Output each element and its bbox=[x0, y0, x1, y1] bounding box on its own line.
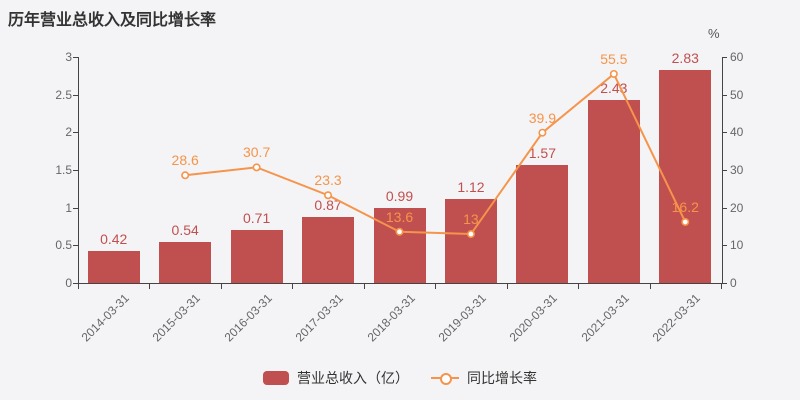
growth-point[interactable] bbox=[395, 227, 404, 236]
revenue-bar-label: 1.57 bbox=[528, 144, 556, 161]
revenue-bar[interactable] bbox=[659, 69, 712, 283]
growth-legend-marker-icon bbox=[431, 371, 459, 385]
x-axis-tick bbox=[649, 284, 651, 289]
y-axis-tick bbox=[73, 245, 78, 247]
right-axis-tick-label: 50 bbox=[730, 87, 744, 102]
y-axis-tick-label: 2 bbox=[65, 125, 72, 140]
revenue-bar-label: 2.43 bbox=[600, 79, 628, 96]
right-axis-tick-label: 20 bbox=[730, 200, 744, 215]
y-axis-tick bbox=[73, 207, 78, 209]
growth-point-label: 13 bbox=[463, 211, 479, 228]
growth-point[interactable] bbox=[609, 69, 618, 78]
right-axis-tick-label: 0 bbox=[730, 276, 737, 290]
growth-line bbox=[185, 72, 687, 236]
x-axis-tick bbox=[435, 284, 437, 289]
y-axis-tick-label: 3 bbox=[65, 50, 72, 64]
revenue-bar[interactable] bbox=[230, 229, 283, 283]
x-axis-tick bbox=[506, 284, 508, 289]
right-axis-tick-label: 30 bbox=[730, 163, 744, 177]
revenue-legend-label: 营业总收入（亿） bbox=[297, 370, 409, 386]
y-axis-tick bbox=[73, 170, 78, 171]
revenue-bar-label: 0.54 bbox=[171, 222, 199, 239]
y-axis-tick-label: 0.5 bbox=[55, 238, 72, 253]
revenue-bar[interactable] bbox=[516, 164, 569, 283]
revenue-bar-label: 0.71 bbox=[242, 209, 271, 226]
right-axis-tick bbox=[722, 283, 727, 284]
revenue-bar-label: 0.87 bbox=[314, 197, 342, 214]
x-axis-tick bbox=[149, 284, 151, 289]
x-axis-tick bbox=[363, 284, 365, 289]
growth-point-label: 55.5 bbox=[600, 50, 628, 67]
x-axis-tick bbox=[578, 284, 580, 289]
right-axis-tick bbox=[722, 132, 727, 134]
revenue-bar[interactable] bbox=[87, 251, 140, 283]
y-axis-tick-label: 1 bbox=[65, 200, 72, 215]
growth-point-label: 28.6 bbox=[171, 152, 199, 169]
revenue-bar-label: 1.12 bbox=[457, 178, 485, 195]
right-axis-tick bbox=[722, 57, 727, 58]
growth-point[interactable] bbox=[181, 171, 190, 180]
growth-point[interactable] bbox=[324, 191, 333, 200]
growth-legend-label: 同比增长率 bbox=[467, 370, 537, 386]
right-axis-tick-label: 40 bbox=[730, 125, 744, 140]
y-axis-tick bbox=[73, 57, 78, 58]
right-axis-tick-label: 10 bbox=[730, 238, 744, 253]
growth-point[interactable] bbox=[681, 217, 690, 226]
growth-point-label: 23.3 bbox=[314, 172, 342, 189]
right-axis-tick bbox=[722, 94, 727, 96]
growth-point-label: 30.7 bbox=[242, 144, 271, 161]
y-axis-tick bbox=[73, 132, 78, 134]
legend: 营业总收入（亿） 同比增长率 bbox=[0, 366, 800, 390]
x-axis-tick bbox=[292, 284, 294, 289]
growth-point-label: 16.2 bbox=[671, 198, 699, 215]
right-axis-tick bbox=[722, 170, 727, 171]
revenue-bar[interactable] bbox=[444, 198, 497, 283]
chart-title: 历年营业总收入及同比增长率 bbox=[8, 12, 217, 29]
y-axis-tick bbox=[73, 283, 78, 284]
x-axis-tick bbox=[721, 284, 722, 289]
legend-item-revenue[interactable]: 营业总收入（亿） bbox=[263, 368, 409, 388]
revenue-bar-label: 0.42 bbox=[100, 231, 128, 248]
y-axis-tick-label: 2.5 bbox=[55, 87, 72, 102]
right-axis-tick bbox=[722, 207, 727, 209]
right-axis-tick-label: 60 bbox=[730, 50, 744, 64]
revenue-bar[interactable] bbox=[373, 208, 426, 283]
growth-point[interactable] bbox=[466, 230, 475, 239]
legend-item-growth[interactable]: 同比增长率 bbox=[431, 368, 537, 388]
right-axis-unit: % bbox=[708, 26, 720, 41]
revenue-bar-label: 2.83 bbox=[671, 49, 699, 66]
revenue-bar[interactable] bbox=[587, 99, 640, 283]
y-axis-tick-label: 0 bbox=[65, 276, 72, 290]
revenue-bar[interactable] bbox=[159, 242, 212, 283]
growth-point[interactable] bbox=[252, 163, 261, 172]
x-axis-tick bbox=[220, 284, 222, 289]
revenue-bar-label: 0.99 bbox=[385, 188, 414, 205]
x-axis-tick bbox=[78, 284, 79, 289]
revenue-legend-swatch-icon bbox=[263, 371, 289, 385]
revenue-bar[interactable] bbox=[302, 217, 355, 283]
growth-point-label: 39.9 bbox=[528, 109, 556, 126]
y-axis-tick-label: 1.5 bbox=[55, 163, 72, 177]
right-axis-tick bbox=[722, 245, 727, 247]
y-axis-tick bbox=[73, 94, 78, 96]
growth-point-label: 13.6 bbox=[385, 208, 414, 225]
growth-point[interactable] bbox=[538, 128, 547, 137]
